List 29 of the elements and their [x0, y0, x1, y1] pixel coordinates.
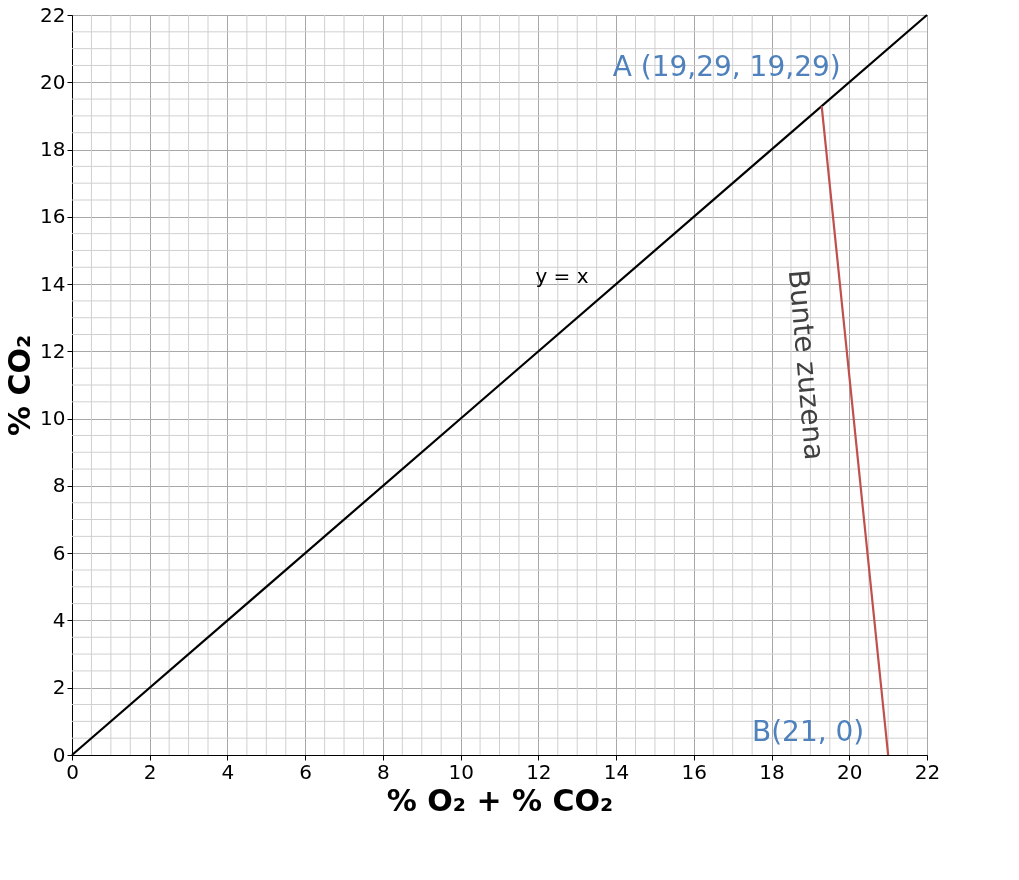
y-tick-label: 4 — [52, 607, 66, 632]
y-tick-label: 14 — [40, 271, 66, 296]
x-tick-label: 6 — [299, 759, 313, 784]
y-tick-label: 18 — [40, 137, 66, 162]
x-axis-title: % O₂ + % CO₂ — [386, 782, 614, 818]
x-tick-label: 22 — [914, 759, 941, 784]
annotation: B(21, 0) — [751, 715, 865, 748]
annotation: Bunte zuzena — [781, 268, 832, 462]
x-tick-label: 12 — [526, 759, 552, 784]
y-axis-title: % CO₂ — [2, 334, 38, 437]
x-tick-label: 4 — [221, 759, 235, 784]
y-tick-label: 8 — [52, 473, 66, 498]
y-tick-label: 16 — [40, 204, 66, 229]
x-tick-label: 14 — [603, 759, 630, 784]
annotation: y = x — [535, 264, 589, 288]
x-tick-label: 18 — [759, 759, 785, 784]
x-tick-label: 8 — [377, 759, 390, 784]
x-tick-label: 2 — [143, 759, 157, 784]
y-tick-label: 20 — [40, 69, 66, 94]
y-tick-label: 2 — [52, 675, 66, 700]
y-tick-label: 10 — [40, 406, 66, 431]
y-tick-label: 6 — [52, 540, 66, 565]
y-tick-label: 22 — [40, 2, 66, 27]
x-tick-label: 10 — [448, 759, 474, 784]
annotation: A (19,29, 19,29) — [612, 50, 841, 84]
y-tick-label: 12 — [40, 338, 66, 363]
x-tick-label: 16 — [681, 759, 708, 784]
x-tick-label: 20 — [837, 759, 863, 784]
y-tick-label: 0 — [52, 742, 66, 767]
